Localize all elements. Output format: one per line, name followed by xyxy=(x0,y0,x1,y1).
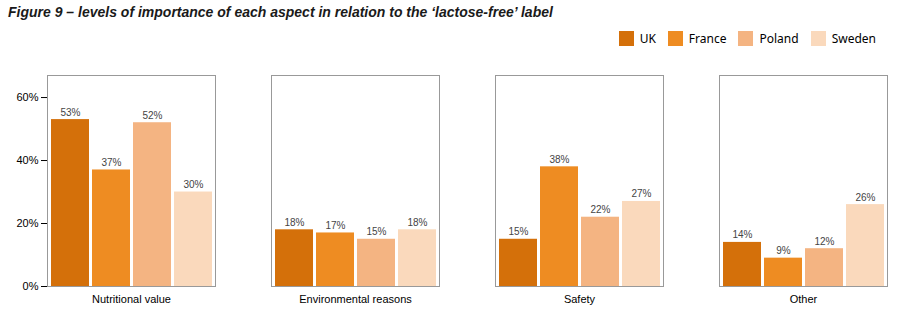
svg-text:60%: 60% xyxy=(16,91,38,103)
svg-text:0%: 0% xyxy=(23,280,39,292)
svg-text:Nutritional value: Nutritional value xyxy=(92,293,171,305)
svg-text:30%: 30% xyxy=(183,179,203,190)
html-text:Figure 9 – levels of importanc: Figure 9 – levels of importance of each … xyxy=(8,4,553,20)
svg-text:12%: 12% xyxy=(814,236,834,247)
svg-text:26%: 26% xyxy=(855,192,875,203)
svg-text:38%: 38% xyxy=(549,154,569,165)
svg-text:Environmental reasons: Environmental reasons xyxy=(299,293,412,305)
svg-text:14%: 14% xyxy=(732,229,752,240)
svg-text:15%: 15% xyxy=(366,226,386,237)
svg-text:Other: Other xyxy=(790,293,818,305)
svg-text:Safety: Safety xyxy=(564,293,596,305)
html-text:UK: UK xyxy=(639,30,656,47)
svg-text:15%: 15% xyxy=(508,226,528,237)
svg-text:52%: 52% xyxy=(142,110,162,121)
html-text:Sweden: Sweden xyxy=(831,30,876,47)
svg-text:9%: 9% xyxy=(776,245,791,256)
svg-text:18%: 18% xyxy=(407,217,427,228)
svg-text:37%: 37% xyxy=(101,157,121,168)
svg-text:53%: 53% xyxy=(60,107,80,118)
html-text:Poland: Poland xyxy=(759,30,799,47)
svg-text:17%: 17% xyxy=(325,220,345,231)
svg-text:20%: 20% xyxy=(16,217,38,229)
svg-text:40%: 40% xyxy=(16,154,38,166)
svg-text:18%: 18% xyxy=(284,217,304,228)
html-text:France: France xyxy=(688,30,727,47)
svg-text:22%: 22% xyxy=(590,204,610,215)
svg-text:27%: 27% xyxy=(631,188,651,199)
